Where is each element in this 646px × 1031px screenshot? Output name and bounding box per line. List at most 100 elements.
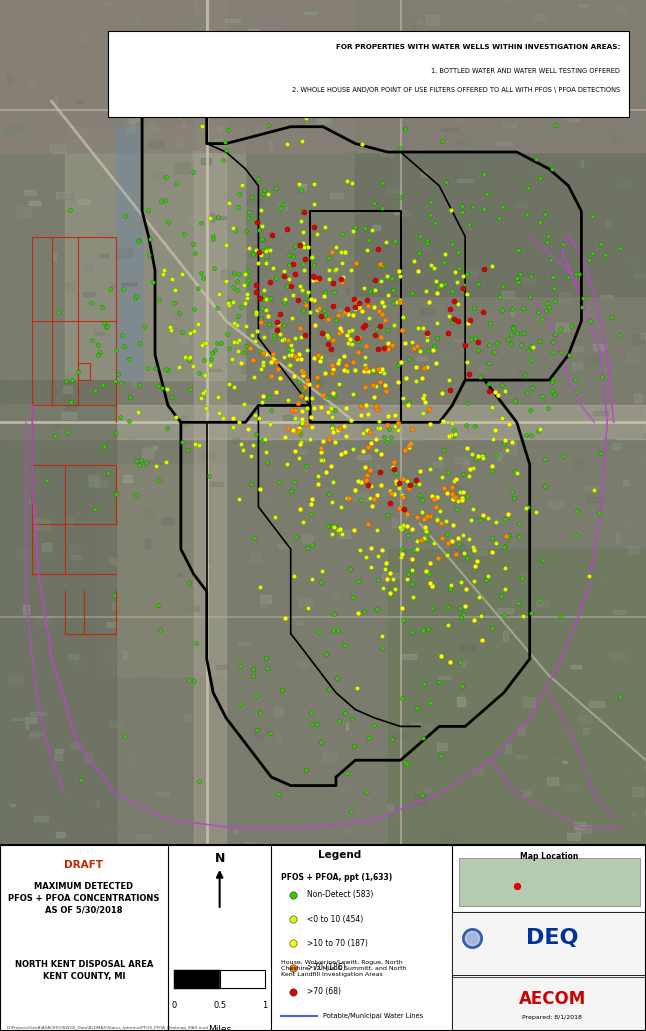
Point: [470, 330, 481, 346]
Point: [413, 475, 424, 492]
Point: [386, 485, 397, 501]
Bar: [225, 20, 240, 22]
Point: [446, 313, 457, 330]
Point: [260, 650, 271, 666]
Point: [282, 136, 292, 153]
Point: [489, 343, 499, 360]
Point: [430, 214, 440, 231]
Point: [293, 395, 303, 411]
Bar: [88, 475, 98, 480]
Point: [383, 341, 393, 358]
Bar: [76, 379, 84, 381]
Point: [200, 366, 211, 383]
Bar: [393, 423, 396, 428]
Point: [233, 308, 244, 325]
Point: [369, 299, 379, 315]
Point: [317, 325, 327, 341]
Point: [390, 233, 400, 250]
Point: [437, 530, 447, 546]
Point: [263, 117, 273, 133]
Point: [417, 504, 427, 521]
Point: [193, 279, 203, 296]
Point: [278, 295, 289, 311]
Bar: [96, 201, 107, 205]
Point: [387, 269, 397, 286]
Point: [387, 731, 397, 747]
Point: [242, 286, 253, 302]
Point: [448, 517, 458, 533]
Point: [596, 235, 606, 252]
Point: [251, 688, 262, 704]
Point: [86, 295, 96, 311]
Point: [302, 371, 312, 388]
Point: [333, 352, 344, 368]
Bar: [129, 114, 138, 122]
Point: [298, 224, 308, 240]
Point: [279, 330, 289, 346]
Point: [587, 245, 597, 262]
Point: [348, 223, 359, 239]
Point: [329, 434, 340, 451]
Point: [443, 535, 453, 552]
Point: [412, 540, 422, 557]
Point: [185, 325, 195, 341]
Point: [264, 317, 274, 333]
Point: [306, 491, 317, 507]
Point: [293, 374, 304, 391]
Point: [446, 576, 456, 593]
Point: [401, 369, 412, 386]
Bar: [438, 676, 451, 678]
Point: [269, 327, 280, 343]
Point: [288, 287, 298, 303]
Point: [298, 513, 308, 530]
Point: [473, 447, 483, 464]
Point: [422, 532, 432, 548]
Point: [500, 384, 510, 400]
Point: [379, 340, 390, 357]
Bar: [444, 354, 457, 361]
Point: [194, 364, 205, 380]
Point: [360, 357, 371, 373]
Point: [587, 207, 597, 224]
Point: [514, 516, 524, 532]
Point: [490, 422, 501, 438]
Point: [242, 421, 253, 437]
Point: [437, 412, 448, 429]
Point: [169, 295, 179, 311]
Point: [412, 509, 422, 526]
Point: [398, 517, 408, 533]
Point: [348, 307, 358, 324]
Point: [243, 272, 253, 289]
Point: [458, 484, 468, 500]
Point: [372, 522, 382, 538]
Point: [483, 186, 493, 202]
Point: [413, 244, 424, 261]
Bar: [548, 38, 556, 42]
Point: [249, 530, 259, 546]
Point: [201, 400, 211, 417]
Point: [391, 464, 401, 480]
Point: [297, 203, 307, 220]
Point: [224, 293, 234, 309]
Bar: [100, 255, 109, 257]
Point: [134, 457, 144, 473]
Point: [185, 381, 196, 398]
Point: [388, 571, 398, 588]
Point: [320, 645, 331, 662]
Point: [347, 174, 357, 191]
Point: [540, 478, 550, 495]
Point: [453, 243, 463, 260]
Point: [383, 421, 393, 437]
Bar: [233, 438, 239, 444]
Point: [457, 606, 468, 623]
Bar: [587, 717, 593, 721]
Bar: [503, 631, 508, 640]
Point: [496, 302, 506, 319]
Point: [287, 341, 297, 358]
Point: [366, 434, 376, 451]
Point: [356, 398, 366, 414]
Point: [266, 367, 276, 384]
Point: [266, 241, 276, 258]
Point: [205, 209, 215, 226]
Point: [391, 474, 401, 491]
